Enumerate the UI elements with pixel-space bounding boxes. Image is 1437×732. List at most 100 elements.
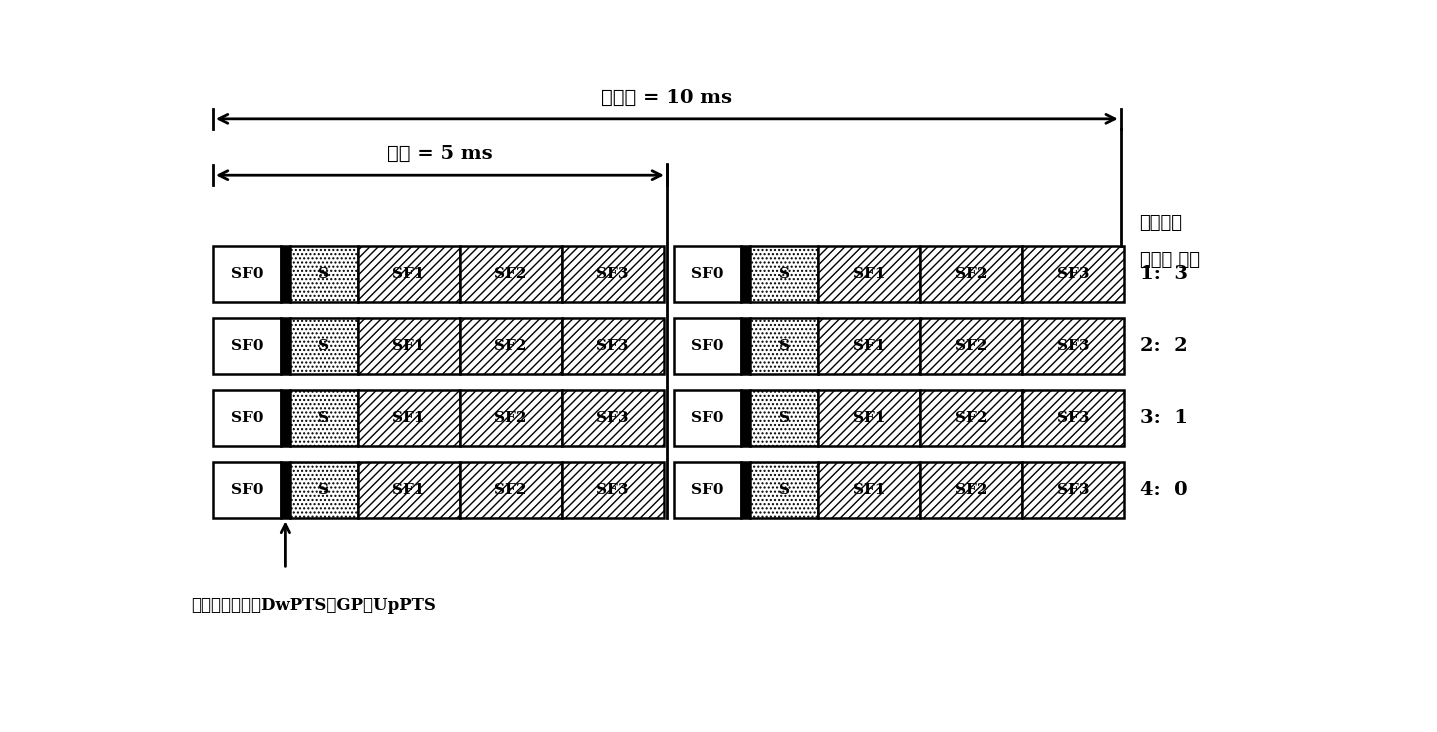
Bar [920, 390, 1022, 447]
Text: SF3: SF3 [1056, 483, 1089, 497]
Text: SF0: SF0 [691, 411, 724, 425]
Bar [290, 390, 358, 447]
Text: SF3: SF3 [1056, 267, 1089, 281]
Bar [818, 318, 920, 374]
Point [658, 514, 675, 523]
Text: SF3: SF3 [596, 267, 629, 281]
Text: 1:  3: 1: 3 [1140, 265, 1187, 283]
Point [204, 104, 221, 113]
Bar [213, 246, 282, 302]
Bar [562, 318, 664, 374]
Bar [1022, 246, 1124, 302]
Bar [674, 246, 741, 302]
Text: S: S [779, 411, 790, 425]
Bar [460, 390, 562, 447]
Text: S: S [779, 483, 790, 497]
Text: SF3: SF3 [1056, 411, 1089, 425]
Point [204, 160, 221, 169]
Text: SF0: SF0 [231, 483, 263, 497]
Bar [674, 462, 741, 518]
Text: S: S [779, 339, 790, 353]
Bar [920, 246, 1022, 302]
Text: S: S [779, 267, 790, 281]
Text: SF0: SF0 [231, 339, 263, 353]
Bar [920, 318, 1022, 374]
Text: S: S [318, 411, 329, 425]
Bar [674, 318, 741, 374]
Text: SF2: SF2 [494, 339, 527, 353]
Bar [290, 246, 358, 302]
Bar [358, 462, 460, 518]
Bar [741, 318, 750, 374]
Point [1112, 242, 1129, 250]
Text: SF2: SF2 [956, 267, 987, 281]
Bar [1022, 318, 1124, 374]
Text: 特殊区域，包括DwPTS、GP、UpPTS: 特殊区域，包括DwPTS、GP、UpPTS [191, 597, 435, 614]
Bar [674, 390, 741, 447]
Text: 时隙比例: 时隙比例 [1140, 214, 1183, 232]
Point [1112, 104, 1129, 113]
Bar [213, 462, 282, 518]
Point [1112, 124, 1129, 133]
Point [658, 160, 675, 169]
Bar [750, 462, 818, 518]
Text: SF1: SF1 [392, 483, 425, 497]
Bar [282, 462, 290, 518]
Bar [1022, 462, 1124, 518]
Bar [282, 390, 290, 447]
Bar [213, 318, 282, 374]
Text: S: S [318, 267, 329, 281]
Text: SF1: SF1 [392, 339, 425, 353]
Text: SF1: SF1 [854, 483, 885, 497]
Bar [562, 390, 664, 447]
Bar [741, 246, 750, 302]
Text: SF2: SF2 [956, 339, 987, 353]
Bar [282, 318, 290, 374]
Text: 4:  0: 4: 0 [1140, 481, 1187, 499]
Text: SF1: SF1 [854, 267, 885, 281]
Text: SF0: SF0 [691, 483, 724, 497]
Bar [460, 246, 562, 302]
Bar [213, 390, 282, 447]
Bar [358, 318, 460, 374]
Point [204, 124, 221, 133]
Bar [290, 318, 358, 374]
Bar [1022, 390, 1124, 447]
Bar [741, 462, 750, 518]
Bar [562, 246, 664, 302]
Bar [818, 462, 920, 518]
Bar [460, 462, 562, 518]
Bar [562, 462, 664, 518]
Text: 下行： 上行: 下行： 上行 [1140, 251, 1200, 269]
Bar [818, 390, 920, 447]
Text: SF3: SF3 [596, 411, 629, 425]
Text: S: S [318, 339, 329, 353]
Bar [750, 390, 818, 447]
Text: SF3: SF3 [596, 483, 629, 497]
Bar [290, 462, 358, 518]
Text: SF0: SF0 [231, 411, 263, 425]
Text: 3:  1: 3: 1 [1140, 409, 1187, 427]
Bar [750, 246, 818, 302]
Bar [818, 246, 920, 302]
Point [204, 181, 221, 190]
Text: SF2: SF2 [956, 483, 987, 497]
Text: SF2: SF2 [494, 483, 527, 497]
Text: SF3: SF3 [1056, 339, 1089, 353]
Text: SF0: SF0 [691, 339, 724, 353]
Bar [358, 390, 460, 447]
Text: 2:  2: 2: 2 [1140, 337, 1187, 355]
Point [658, 181, 675, 190]
Text: 半帧 = 5 ms: 半帧 = 5 ms [387, 145, 493, 163]
Bar [282, 246, 290, 302]
Point [658, 160, 675, 168]
Bar [920, 462, 1022, 518]
Bar [460, 318, 562, 374]
Text: SF1: SF1 [392, 267, 425, 281]
Bar [741, 390, 750, 447]
Text: SF1: SF1 [392, 411, 425, 425]
Text: SF1: SF1 [854, 411, 885, 425]
Text: SF2: SF2 [494, 411, 527, 425]
Text: SF1: SF1 [854, 339, 885, 353]
Text: SF0: SF0 [231, 267, 263, 281]
